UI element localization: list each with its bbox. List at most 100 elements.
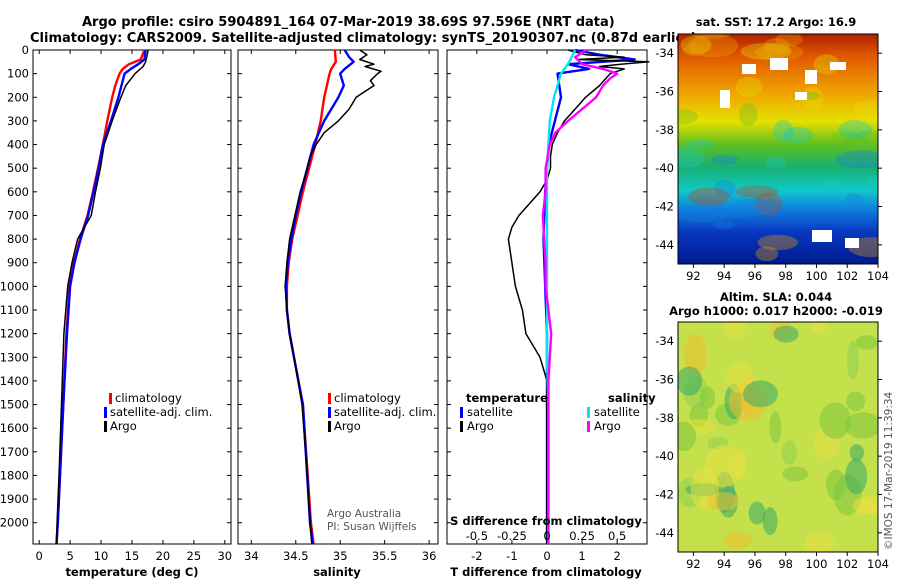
legend-marker-climatology [109, 393, 112, 404]
sst-texture [680, 35, 712, 55]
sla-texture [810, 322, 829, 334]
s-difference-axis-label: S difference from climatology [450, 514, 642, 528]
sst-missing-data [845, 238, 859, 248]
sst-missing-data [742, 64, 756, 74]
x-tick-label: 20 [156, 549, 171, 563]
sst-texture [755, 246, 779, 262]
sst-texture [735, 76, 763, 98]
depth-tick-label: 900 [7, 256, 29, 270]
temperature-x-ticks: 0 5 10 15 20 25 30 [33, 49, 232, 563]
sla-texture [773, 325, 799, 343]
depth-tick-label: 1900 [0, 492, 29, 506]
sla-texture [723, 531, 753, 549]
sst-field-variation [678, 34, 878, 262]
map-y-tick-label: -40 [655, 161, 674, 175]
sst-texture [734, 198, 779, 215]
series-line-satellite-adj-clim- [55, 49, 147, 545]
legend-temperature-title: temperature [466, 391, 548, 405]
temperature-legend: climatology satellite-adj. clim. Argo [104, 391, 212, 433]
depth-tick-label: 1500 [0, 398, 29, 412]
sst-texture [714, 180, 736, 198]
difference-lines [507, 48, 650, 544]
sla-texture [844, 412, 878, 439]
sst-texture [715, 209, 755, 219]
series-line-argo [55, 49, 149, 545]
s-diff-tick-label: 0 [543, 529, 550, 543]
sst-texture [773, 119, 794, 143]
sst-texture [712, 220, 736, 230]
salinity-lines [284, 49, 382, 545]
sst-map: sat. SST: 17.2 Argo: 16.9 92 94 96 98 100 102… [655, 15, 889, 283]
sla-texture [707, 492, 739, 511]
depth-tick-label: 1700 [0, 445, 29, 459]
s-diff-tick-label: -0.25 [497, 529, 527, 543]
sst-texture [678, 146, 706, 169]
x-tick-label: 35 [333, 549, 348, 563]
sst-field [678, 34, 878, 264]
map-y-tick-label: -40 [655, 449, 674, 463]
legend-climatology: climatology [334, 391, 401, 405]
x-tick-label: 15 [125, 549, 140, 563]
x-tick-label: 25 [187, 549, 202, 563]
sst-missing-data [830, 62, 846, 70]
argo-australia-credit: Argo Australia [327, 508, 401, 520]
depth-tick-label: 600 [7, 185, 29, 199]
sla-map: Altim. SLA: 0.044 Argo h1000: 0.017 h200… [655, 290, 889, 571]
series-line-t-satellite [542, 48, 636, 544]
sst-texture [754, 192, 783, 216]
sla-texture [781, 440, 798, 465]
depth-axis: 0 100 200 300 400 500 600 700 800 900 1000 1100 1200… [0, 43, 29, 530]
map-y-tick-label: -42 [655, 488, 674, 502]
map-x-tick-label: 102 [836, 557, 858, 571]
salinity-panel: 34 34.5 35 35.5 36 salinity climatology sate… [237, 49, 439, 579]
salinity-axis-label: salinity [313, 565, 361, 579]
x-tick-label: 35.5 [372, 549, 398, 563]
map-x-tick-label: 92 [686, 269, 701, 283]
map-x-tick-label: 92 [686, 557, 701, 571]
s-diff-tick-label: -0.5 [466, 529, 488, 543]
depth-tick-label: 1400 [0, 374, 29, 388]
sla-map-title-2: Argo h1000: 0.017 h2000: -0.019 [669, 304, 883, 318]
map-y-tick-label: -34 [655, 46, 674, 60]
x-tick-label: 1 [578, 549, 585, 563]
sst-texture [763, 38, 790, 54]
sst-texture [829, 131, 862, 144]
sla-map-title-1: Altim. SLA: 0.044 [720, 290, 832, 304]
map-x-tick-label: 100 [805, 269, 827, 283]
sla-texture [855, 335, 878, 350]
series-line-climatology [285, 49, 337, 545]
x-tick-label: 0 [543, 549, 550, 563]
depth-tick-label: 1300 [0, 350, 29, 364]
t-difference-axis-label: T difference from climatology [450, 565, 642, 579]
sla-texture [699, 386, 715, 409]
sst-texture [735, 185, 778, 198]
map-y-tick-label: -38 [655, 123, 674, 137]
map-y-tick-label: -42 [655, 200, 674, 214]
map-y-tick-label: -36 [655, 85, 674, 99]
legend-marker-t-satellite [460, 407, 463, 418]
sla-texture [805, 531, 835, 552]
sst-texture [852, 130, 878, 148]
depth-tick-label: 1200 [0, 327, 29, 341]
sst-texture [710, 154, 739, 166]
legend-marker-s-satellite [587, 407, 590, 418]
depth-tick-label: 800 [7, 232, 29, 246]
sst-missing-data [795, 92, 807, 100]
sst-texture [684, 139, 716, 149]
sst-texture [766, 157, 787, 169]
legend-s-argo: Argo [594, 419, 621, 433]
sla-texture [762, 507, 778, 536]
sst-missing-data [770, 58, 788, 70]
sst-texture [865, 176, 878, 195]
depth-tick-label: 700 [7, 208, 29, 222]
sst-missing-data [812, 230, 832, 242]
x-tick-label: 10 [94, 549, 109, 563]
sla-texture [748, 501, 766, 525]
series-line-argo [284, 49, 382, 545]
x-tick-label: 0 [36, 549, 43, 563]
series-line-s-satellite [545, 49, 577, 544]
map-x-tick-label: 96 [748, 269, 763, 283]
sst-texture [678, 109, 698, 125]
legend-salinity-title: salinity [608, 391, 656, 405]
